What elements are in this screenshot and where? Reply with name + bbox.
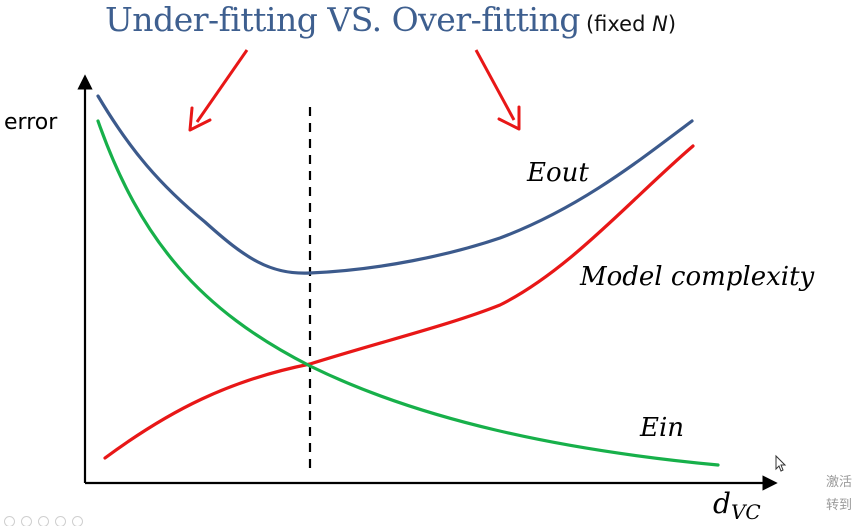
- watermark-line-1: 激活: [826, 475, 852, 490]
- ein-label: Ein: [639, 413, 684, 443]
- ein-curve: [96, 119, 720, 467]
- watermark-line-2: 转到: [826, 498, 852, 513]
- underfit-arrow: [188, 49, 249, 132]
- y-axis-label: error: [4, 110, 58, 135]
- mouse-cursor-icon: [775, 454, 787, 472]
- title-subtitle: (fixed N): [586, 12, 676, 36]
- slide-toolbar: [4, 516, 83, 526]
- eout-label: Eout: [526, 158, 589, 188]
- model-complexity-label: Model complexity: [579, 262, 815, 292]
- title-sub-suffix: ): [667, 12, 677, 36]
- title-main: Under-fitting VS. Over-fitting: [105, 0, 580, 39]
- slide-title: Under-fitting VS. Over-fitting (fixed N): [105, 0, 676, 39]
- more-icon[interactable]: [72, 516, 83, 526]
- next-icon[interactable]: [21, 516, 32, 526]
- x-axis-label-main: d: [713, 487, 731, 520]
- x-axis-label-subscript: VC: [731, 500, 761, 524]
- x-axis-label: dVC: [713, 487, 761, 524]
- menu-icon[interactable]: [38, 516, 49, 526]
- overfit-arrow: [474, 49, 521, 131]
- title-sub-var: N: [652, 12, 668, 36]
- zoom-icon[interactable]: [55, 516, 66, 526]
- prev-icon[interactable]: [4, 516, 15, 526]
- title-sub-prefix: (fixed: [585, 12, 653, 36]
- eout-curve: [96, 94, 694, 275]
- model-complexity-curve: [103, 144, 695, 460]
